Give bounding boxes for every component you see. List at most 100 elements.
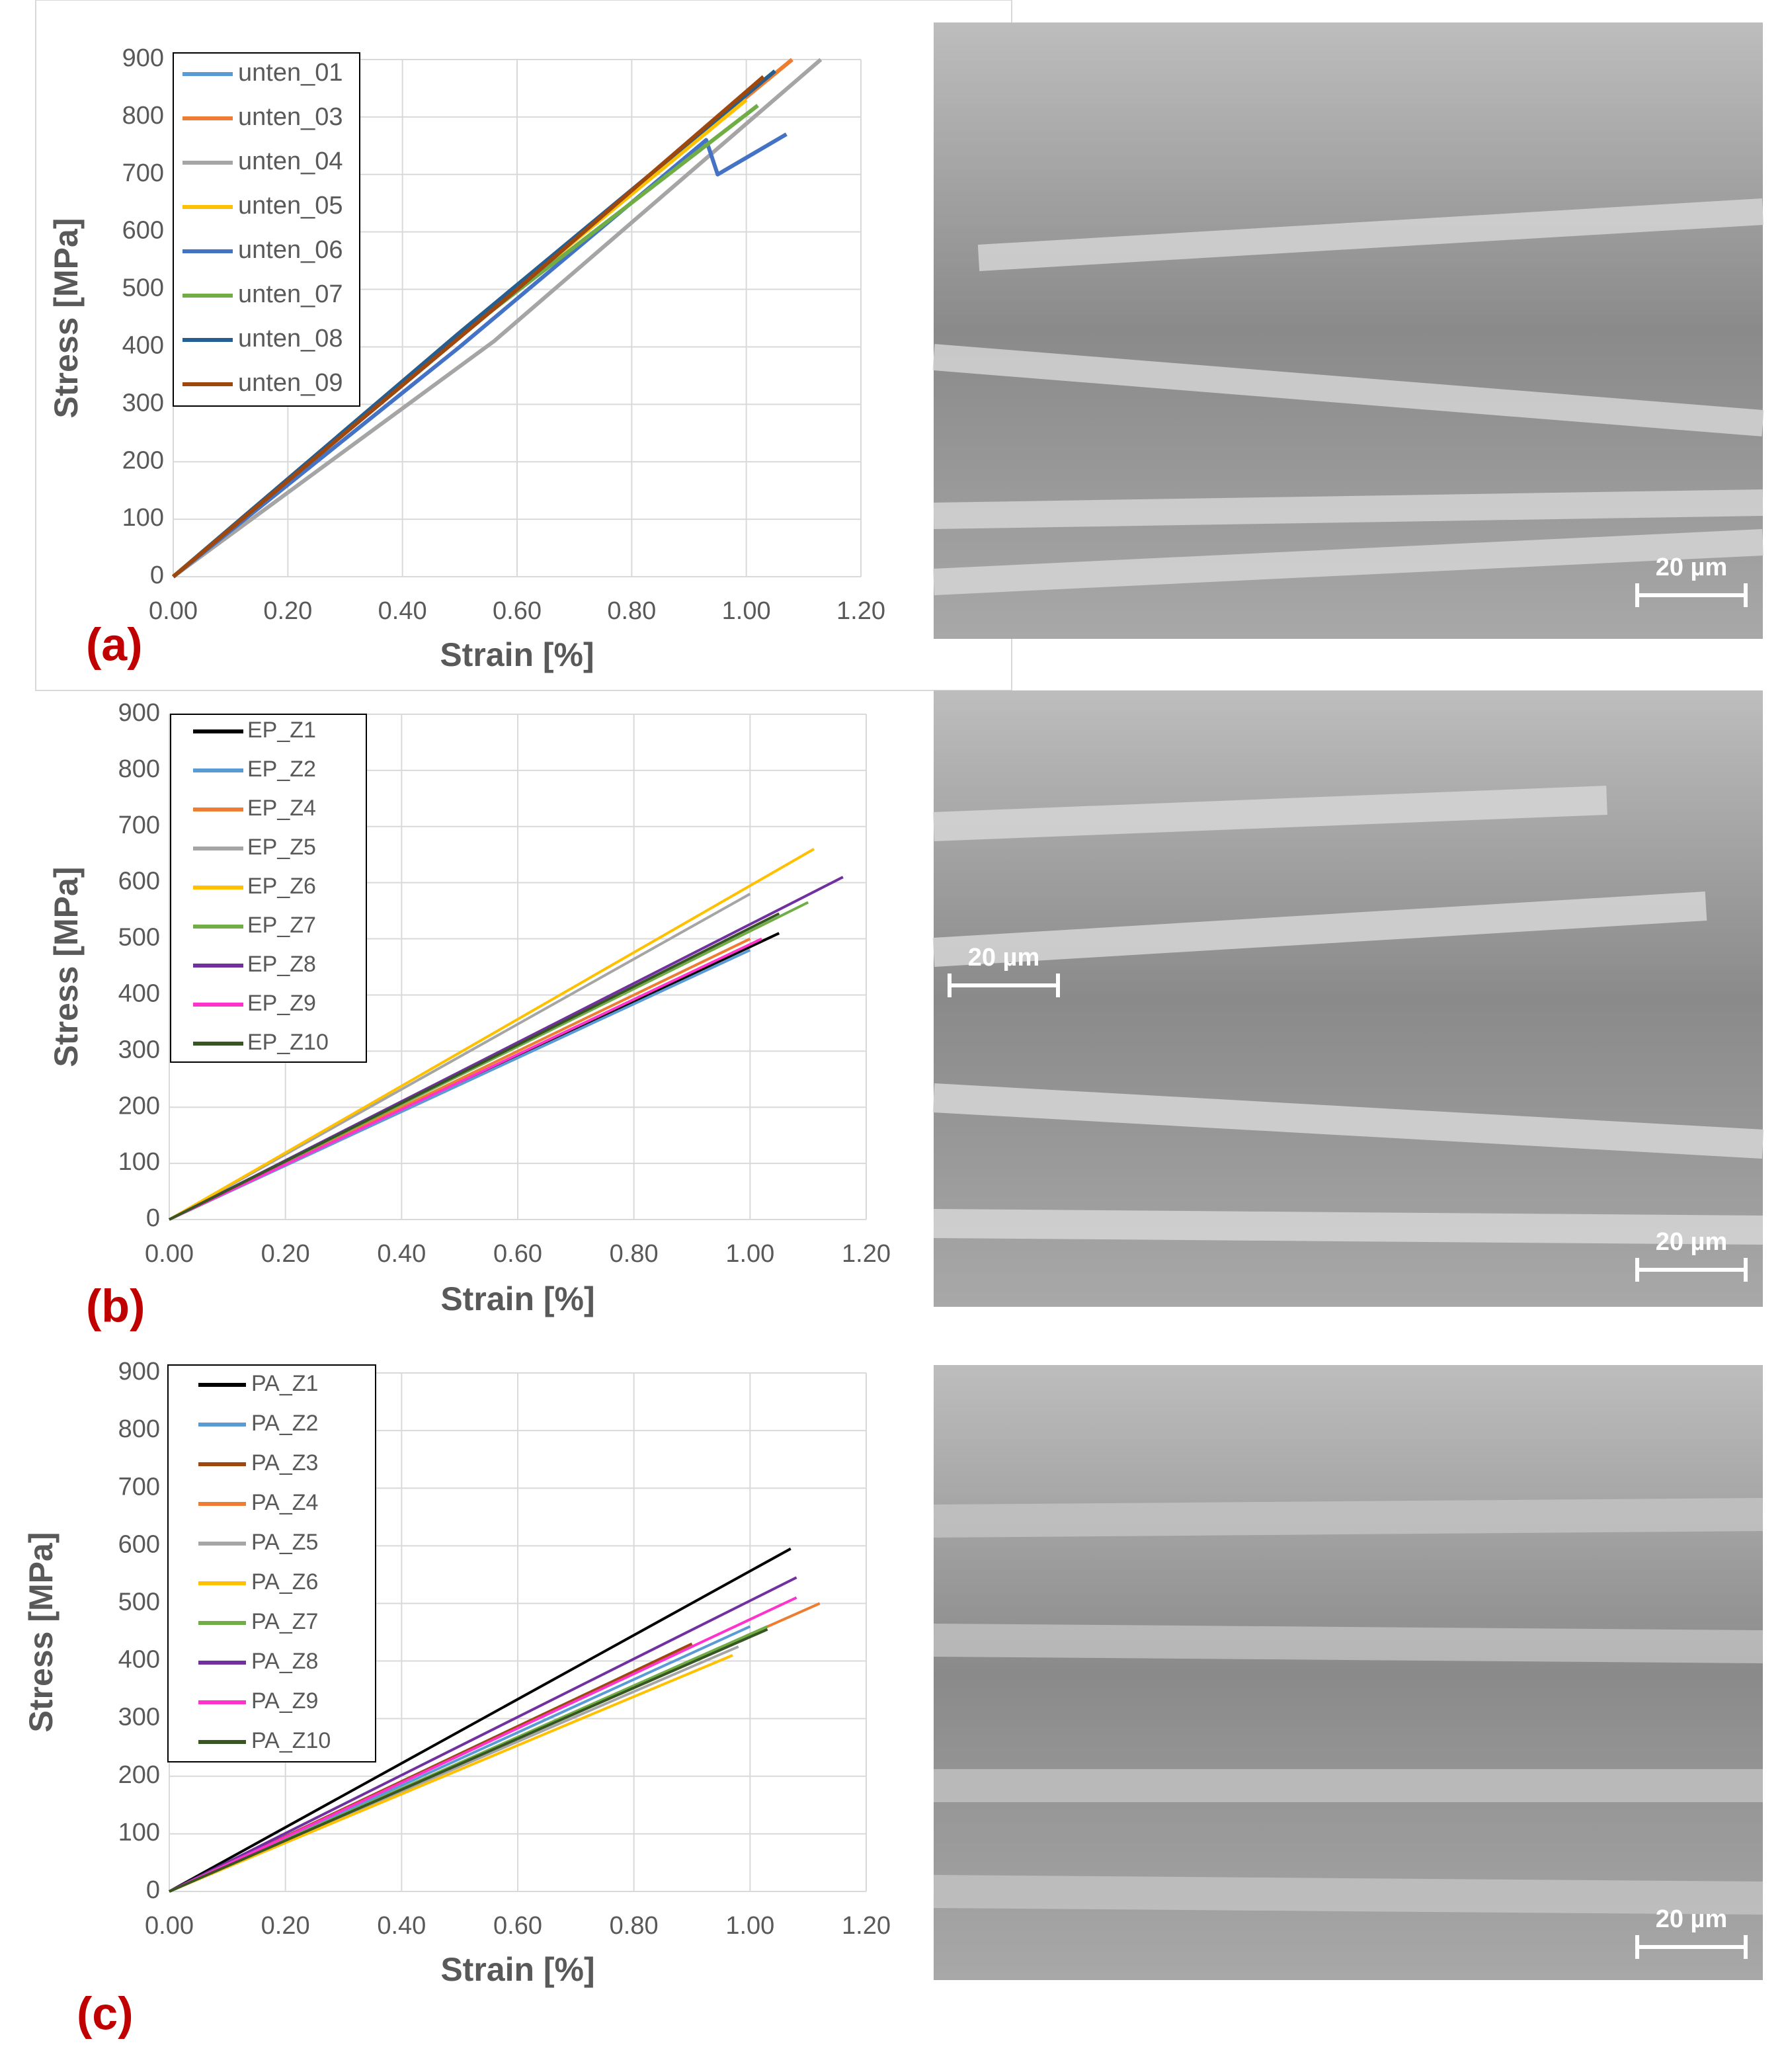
micrograph (932, 690, 1764, 1307)
legend-label: PA_Z3 (251, 1450, 318, 1475)
y-tick-label: 300 (118, 1704, 160, 1731)
y-tick-label: 400 (118, 1646, 160, 1674)
y-tick-label: 900 (122, 44, 164, 72)
y-tick-label: 0 (146, 1204, 160, 1232)
legend-label: EP_Z2 (247, 757, 316, 782)
y-tick-label: 700 (122, 159, 164, 187)
x-tick-label: 0.80 (610, 1240, 659, 1268)
x-tick-label: 0.20 (263, 597, 312, 625)
legend-label: EP_Z9 (247, 991, 316, 1016)
legend-label: EP_Z1 (247, 718, 316, 743)
chart: 0 100 200 300 400 500 600 700 800 900 0.00 0.20 0.40… (48, 699, 891, 1331)
y-tick-label: 500 (118, 924, 160, 952)
y-tick-label: 100 (118, 1819, 160, 1846)
y-tick-label: 500 (122, 274, 164, 302)
legend-label: PA_Z5 (251, 1530, 318, 1555)
y-tick-label: 300 (122, 389, 164, 417)
legend-label: EP_Z7 (247, 913, 316, 938)
x-tick-label: 1.20 (842, 1912, 891, 1940)
y-tick-label: 900 (118, 1358, 160, 1386)
legend-label: EP_Z8 (247, 952, 316, 977)
y-tick-label: 700 (118, 1473, 160, 1501)
series-line (169, 1653, 733, 1893)
y-tick-label: 200 (122, 446, 164, 474)
x-axis-title: Strain [%] (440, 636, 594, 673)
y-axis-title: Stress [MPa] (48, 867, 85, 1067)
legend-label: EP_Z5 (247, 835, 316, 860)
y-tick-label: 0 (150, 561, 164, 589)
micrograph (932, 22, 1764, 639)
x-tick-label: 1.00 (725, 1912, 774, 1940)
scale-label: 20 µm (1656, 1905, 1728, 1933)
x-tick-label: 0.60 (493, 597, 542, 625)
y-tick-label: 600 (118, 1530, 160, 1558)
legend-label: unten_07 (238, 280, 343, 308)
legend-label: PA_Z7 (251, 1609, 318, 1634)
x-tick-label: 0.40 (377, 1240, 426, 1268)
y-tick-label: 200 (118, 1761, 160, 1789)
x-tick-label: 0.20 (261, 1240, 310, 1268)
legend-box (167, 1364, 376, 1762)
y-tick-label: 100 (118, 1148, 160, 1176)
y-tick-label: 600 (122, 217, 164, 245)
x-tick-label: 0.60 (493, 1240, 542, 1268)
y-axis-title: Stress [MPa] (48, 218, 85, 419)
series-line (169, 912, 780, 1221)
y-axis-title: Stress [MPa] (22, 1532, 60, 1733)
legend-label: EP_Z4 (247, 796, 316, 821)
legend-label: PA_Z4 (251, 1490, 318, 1515)
legend-label: unten_03 (238, 103, 343, 131)
scale-label: 20 µm (1656, 554, 1728, 581)
x-tick-label: 0.00 (149, 597, 198, 625)
panel-label: (b) (86, 1280, 145, 1331)
x-tick-label: 0.40 (377, 1912, 426, 1940)
series-line (172, 132, 788, 579)
y-tick-label: 800 (122, 102, 164, 130)
legend-label: unten_08 (238, 325, 343, 352)
series-line (172, 75, 765, 579)
y-tick-label: 900 (118, 699, 160, 727)
series-line (169, 1576, 797, 1893)
scale-label: 20 µm (968, 944, 1040, 972)
x-tick-label: 0.60 (493, 1912, 542, 1940)
legend-label: EP_Z10 (247, 1030, 329, 1055)
x-tick-label: 0.00 (145, 1240, 194, 1268)
panel-label: (c) (77, 1987, 134, 2039)
y-tick-label: 100 (122, 504, 164, 532)
legend-label: EP_Z6 (247, 874, 316, 899)
charts: 0 100 200 300 400 500 600 700 800 900 0.00 0.20 0.40… (22, 44, 1748, 2039)
legend-label: unten_01 (238, 59, 343, 87)
x-axis-title: Strain [%] (440, 1951, 594, 1988)
series-line (169, 1628, 768, 1893)
micrograph (933, 1365, 1764, 1980)
x-axis-title: Strain [%] (440, 1280, 594, 1317)
chart: 0 100 200 300 400 500 600 700 800 900 0.00 0.20 0.40… (48, 44, 885, 673)
y-tick-label: 400 (122, 331, 164, 359)
y-tick-label: 700 (118, 811, 160, 839)
y-tick-label: 800 (118, 1415, 160, 1443)
y-tick-label: 400 (118, 979, 160, 1007)
x-tick-label: 1.20 (836, 597, 885, 625)
x-tick-label: 1.20 (842, 1240, 891, 1268)
series-line (169, 847, 815, 1221)
x-tick-label: 0.40 (378, 597, 427, 625)
legend-label: PA_Z2 (251, 1411, 318, 1436)
series-line (169, 1547, 791, 1893)
series-line (169, 937, 762, 1221)
legend-label: unten_04 (238, 147, 343, 175)
scale-label: 20 µm (1656, 1228, 1728, 1256)
legend-label: unten_06 (238, 236, 343, 264)
x-tick-label: 0.80 (610, 1912, 659, 1940)
panel-label: (a) (86, 618, 143, 670)
legend-label: PA_Z8 (251, 1649, 318, 1674)
y-tick-label: 200 (118, 1092, 160, 1120)
legend-label: PA_Z6 (251, 1569, 318, 1595)
y-tick-label: 0 (146, 1876, 160, 1904)
y-tick-label: 600 (118, 868, 160, 895)
x-tick-label: 0.80 (607, 597, 656, 625)
x-tick-label: 0.20 (261, 1912, 310, 1940)
legend-label: unten_05 (238, 192, 343, 220)
y-tick-label: 300 (118, 1036, 160, 1063)
legend-label: unten_09 (238, 369, 343, 397)
